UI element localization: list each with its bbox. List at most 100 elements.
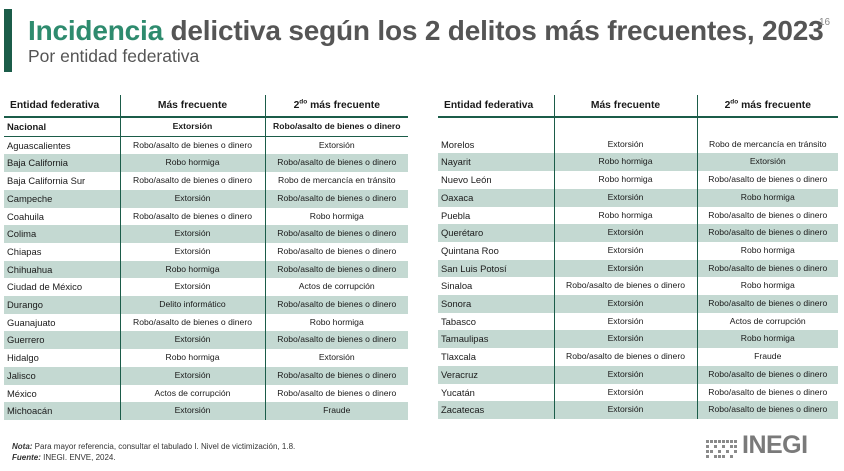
- segundo-frecuente-cell: Actos de corrupción: [696, 312, 838, 331]
- mas-frecuente-cell: Robo/asalto de bienes o dinero: [119, 136, 265, 155]
- entidad-cell: Sonora: [438, 295, 554, 313]
- entidad-cell: Baja California Sur: [7, 175, 86, 187]
- mas-frecuente-cell: Extorsión: [553, 295, 697, 313]
- header-segundo-num: 2: [724, 100, 731, 111]
- segundo-frecuente-cell: Robo hormiga: [696, 188, 838, 207]
- mas-frecuente-cell: Delito informático: [119, 296, 265, 314]
- entidad-cell: Colima: [4, 225, 120, 243]
- mas-frecuente-cell: Robo hormiga: [119, 260, 265, 279]
- logo-text: INEGI: [742, 431, 808, 459]
- entidad-cell: Tlaxcala: [441, 351, 476, 363]
- title-rest: delictiva según los 2 delitos más frecue…: [162, 15, 824, 46]
- segundo-frecuente-cell: Robo/asalto de bienes o dinero: [264, 260, 408, 279]
- table-row: Yucatán Extorsión Robo/asalto de bienes o …: [438, 383, 838, 402]
- segundo-frecuente-cell: Robo/asalto de bienes o dinero: [696, 171, 838, 189]
- segundo-frecuente-cell: Fraude: [696, 348, 838, 366]
- table-row: Sonora Extorsión Robo/asalto de bienes o d…: [438, 295, 838, 313]
- page-number: 16: [819, 17, 831, 28]
- segundo-frecuente-cell: Robo/asalto de bienes o dinero: [264, 384, 408, 403]
- segundo-frecuente-cell: Robo/asalto de bienes o dinero: [264, 225, 408, 243]
- segundo-frecuente-cell: Robo hormiga: [264, 207, 408, 226]
- table-row: Campeche Extorsión Robo/asalto de bienes o…: [4, 189, 408, 208]
- entidad-cell: Guanajuato: [7, 316, 56, 328]
- segundo-frecuente-cell: Extorsión: [696, 153, 838, 172]
- entidad-cell: Morelos: [441, 138, 475, 150]
- header-segundo-sup: do: [730, 98, 739, 106]
- footnote: Nota: Para mayor referencia, consultar e…: [12, 441, 295, 463]
- table-row: Coahuila Robo/asalto de bienes o dinero Ro…: [4, 207, 408, 226]
- header-entidad: Entidad federativa: [438, 95, 554, 118]
- fuente-line: Fuente: INEGI. ENVE, 2024.: [12, 452, 295, 463]
- mas-frecuente-cell: Extorsión: [119, 402, 265, 420]
- table-right: Entidad federativa Más frecuente 2do más…: [438, 95, 838, 419]
- mas-frecuente-cell: Robo hormiga: [553, 206, 697, 225]
- mas-frecuente-cell: Extorsión: [553, 330, 697, 349]
- entidad-cell: Michoacán: [4, 402, 120, 420]
- table-row: Baja California Sur Robo/asalto de bienes…: [4, 172, 408, 190]
- segundo-frecuente-cell: Robo/asalto de bienes o dinero: [696, 259, 838, 278]
- segundo-frecuente-cell: Robo hormiga: [696, 330, 838, 349]
- table-row: Baja California Robo hormiga Robo/asalto d…: [4, 154, 408, 173]
- table-row: Nuevo León Robo hormiga Robo/asalto de bie…: [438, 171, 838, 189]
- entidad-cell: Puebla: [441, 209, 471, 221]
- mas-frecuente-cell: Extorsión: [119, 331, 265, 350]
- segundo-frecuente-cell: Robo/asalto de bienes o dinero: [264, 242, 408, 261]
- entidad-cell: Querétaro: [438, 224, 554, 242]
- segundo-frecuente-cell: Robo/asalto de bienes o dinero: [696, 401, 838, 419]
- entidad-cell: Hidalgo: [7, 352, 39, 364]
- entidad-cell: Campeche: [4, 189, 120, 208]
- table-row: Colima Extorsión Robo/asalto de bienes o d…: [4, 225, 408, 243]
- mas-frecuente-cell: Robo/asalto de bienes o dinero: [553, 277, 697, 296]
- table-row: México Actos de corrupción Robo/asalto de …: [4, 384, 408, 403]
- inegi-logo-icon: [706, 440, 737, 458]
- title-highlight: Incidencia: [28, 15, 163, 46]
- entidad-cell: Tamaulipas: [438, 330, 554, 349]
- table-row: Veracruz Extorsión Robo/asalto de bienes o…: [438, 365, 838, 384]
- table-row: Guanajuato Robo/asalto de bienes o dinero…: [4, 313, 408, 332]
- entidad-cell: Ciudad de México: [7, 281, 83, 293]
- entidad-cell: Chiapas: [7, 245, 42, 257]
- segundo-frecuente-cell: Robo/asalto de bienes o dinero: [264, 296, 408, 314]
- national-frecuente: Extorsión: [119, 117, 265, 137]
- entidad-cell: Chihuahua: [4, 260, 120, 279]
- fuente-text: INEGI. ENVE, 2024.: [40, 453, 116, 462]
- table-row: Hidalgo Robo hormiga Extorsión: [4, 349, 408, 367]
- mas-frecuente-cell: Robo/asalto de bienes o dinero: [553, 348, 697, 366]
- segundo-frecuente-cell: Robo/asalto de bienes o dinero: [264, 154, 408, 173]
- mas-frecuente-cell: Robo/asalto de bienes o dinero: [119, 207, 265, 226]
- entidad-cell: Veracruz: [438, 365, 554, 384]
- mas-frecuente-cell: Extorsión: [119, 242, 265, 261]
- table-row: Tamaulipas Extorsión Robo hormiga: [438, 330, 838, 349]
- mas-frecuente-cell: Robo hormiga: [553, 171, 697, 189]
- table-left: Entidad federativa Más frecuente 2do más…: [4, 95, 408, 420]
- table-header-row: Entidad federativa Más frecuente 2do más…: [4, 95, 408, 118]
- entidad-cell: Durango: [4, 296, 120, 314]
- entidad-cell: Guerrero: [4, 331, 120, 350]
- segundo-frecuente-cell: Robo/asalto de bienes o dinero: [264, 331, 408, 350]
- header-segundo-num: 2: [293, 100, 300, 111]
- segundo-frecuente-cell: Robo hormiga: [264, 313, 408, 332]
- entidad-cell: México: [7, 387, 37, 399]
- table-header-row: Entidad federativa Más frecuente 2do más…: [438, 95, 838, 118]
- segundo-frecuente-cell: Robo/asalto de bienes o dinero: [696, 224, 838, 242]
- entidad-cell: Nuevo León: [441, 174, 492, 186]
- segundo-frecuente-cell: Robo hormiga: [696, 277, 838, 296]
- fuente-label: Fuente:: [12, 453, 41, 462]
- table-row: Quintana Roo Extorsión Robo hormiga: [438, 241, 838, 260]
- table-row: Guerrero Extorsión Robo/asalto de bienes o…: [4, 331, 408, 350]
- national-row: Nacional Extorsión Robo/asalto de bienes…: [4, 117, 408, 137]
- mas-frecuente-cell: Extorsión: [553, 259, 697, 278]
- nota-text: Para mayor referencia, consultar el tabu…: [32, 442, 296, 451]
- spacer-cell: [438, 117, 554, 136]
- header-mas-frecuente: Más frecuente: [119, 95, 265, 118]
- entidad-cell: Nayarit: [438, 153, 554, 172]
- table-row: Chihuahua Robo hormiga Robo/asalto de bien…: [4, 260, 408, 279]
- national-segundo: Robo/asalto de bienes o dinero: [264, 117, 408, 137]
- mas-frecuente-cell: Extorsión: [119, 366, 265, 385]
- table-row: Nayarit Robo hormiga Extorsión: [438, 153, 838, 172]
- mas-frecuente-cell: Extorsión: [553, 135, 697, 154]
- mas-frecuente-cell: Extorsión: [119, 189, 265, 208]
- segundo-frecuente-cell: Robo/asalto de bienes o dinero: [696, 295, 838, 313]
- spacer-cell: [553, 117, 697, 136]
- segundo-frecuente-cell: Robo/asalto de bienes o dinero: [264, 366, 408, 385]
